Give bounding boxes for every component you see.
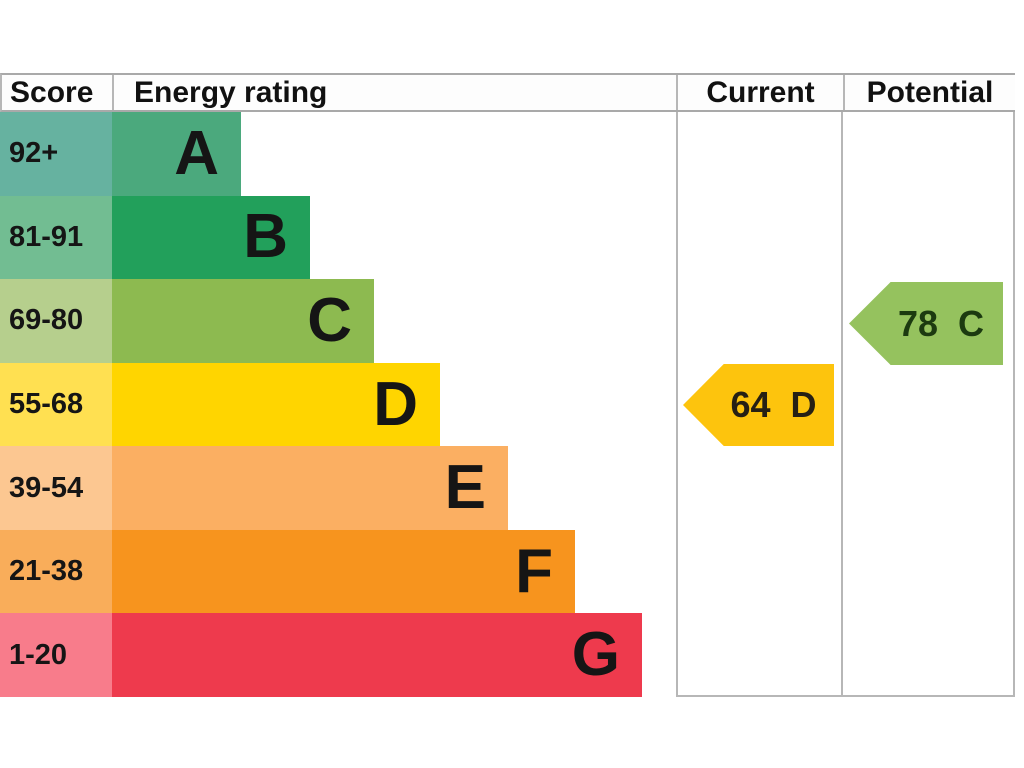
rating-row-b: 81-91 B: [0, 195, 676, 280]
rating-letter-a: A: [174, 118, 219, 188]
current-column: [676, 112, 843, 697]
score-range-e: 39-54: [0, 446, 112, 530]
rating-bar-e: E: [112, 446, 508, 530]
table-header: Score Energy rating Current Potential: [0, 73, 1015, 112]
current-score-value: 64: [730, 384, 771, 425]
rating-bar-c: C: [112, 279, 374, 363]
rating-bar-f: F: [112, 529, 575, 614]
score-range-f: 21-38: [0, 529, 112, 614]
potential-rating-letter: C: [958, 302, 985, 344]
rating-row-d: 55-68 D: [0, 362, 676, 447]
header-current: Current: [678, 75, 845, 110]
rating-row-g: 1-20 G: [0, 613, 676, 698]
rating-bar-a: A: [112, 112, 241, 196]
rating-row-f: 21-38 F: [0, 529, 676, 614]
rating-letter-g: G: [571, 620, 620, 690]
score-range-d: 55-68: [0, 362, 112, 447]
rating-bar-g: G: [112, 613, 642, 698]
potential-score-value: 78: [897, 302, 939, 344]
rating-letter-c: C: [307, 285, 352, 355]
rating-rows: 92+ A 81-91 B 69-80 C 55-68 D 39-54 E 21…: [0, 112, 676, 698]
header-potential: Potential: [866, 75, 994, 109]
rating-row-a: 92+ A: [0, 112, 676, 196]
score-range-g: 1-20: [0, 613, 112, 698]
rating-bar-d: D: [112, 362, 440, 447]
rating-row-e: 39-54 E: [0, 446, 676, 530]
rating-letter-f: F: [515, 536, 553, 606]
rating-bar-b: B: [112, 195, 310, 280]
score-range-b: 81-91: [0, 195, 112, 280]
rating-letter-b: B: [243, 202, 288, 272]
score-range-c: 69-80: [0, 279, 112, 363]
rating-table: Score Energy rating Current Potential 92…: [0, 73, 1015, 698]
header-energy-rating: Energy rating: [114, 75, 678, 110]
rating-row-c: 69-80 C: [0, 279, 676, 363]
rating-letter-e: E: [444, 453, 486, 523]
current-rating-letter: D: [790, 384, 817, 425]
score-range-a: 92+: [0, 112, 112, 196]
potential-column: [843, 112, 1015, 697]
header-score: Score: [2, 75, 114, 110]
rating-letter-d: D: [373, 369, 418, 439]
